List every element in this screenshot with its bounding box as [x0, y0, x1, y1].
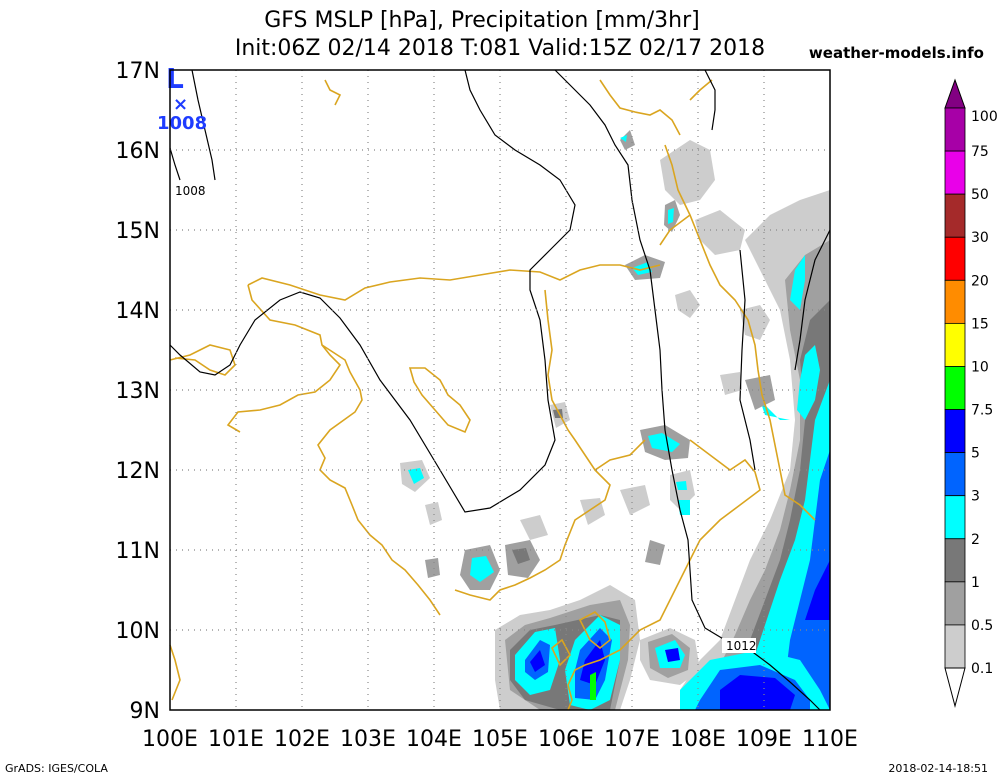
lat-label: 11N [116, 539, 160, 564]
legend-swatch [944, 538, 966, 583]
lat-label: 13N [116, 379, 160, 404]
legend-label: 10 [971, 359, 989, 375]
legend-label: 30 [971, 230, 989, 246]
legend-label: 1 [971, 575, 980, 591]
isobar-label-1008: 1008 [175, 184, 206, 198]
precipitation-layer [400, 130, 830, 710]
plot-border [169, 69, 831, 711]
latitude-labels: 17N 16N 15N 14N 13N 12N 11N 10N 9N [116, 59, 160, 724]
lon-label: 109E [736, 727, 792, 752]
legend-label: 0.1 [971, 661, 993, 677]
legend-label: 20 [971, 273, 989, 289]
site-label: weather-models.info [808, 44, 984, 62]
lon-label: 101E [208, 727, 264, 752]
isobar-labels: 1008 1012 [172, 183, 757, 653]
legend-swatch [944, 409, 966, 454]
legend-swatch [944, 366, 966, 410]
legend-swatch [944, 667, 966, 708]
footer-timestamp: 2018-02-14-18:51 [888, 762, 988, 775]
legend-label: 5 [971, 446, 980, 462]
legend-label: 100 [971, 109, 998, 125]
lat-label: 16N [116, 139, 160, 164]
legend-swatch [944, 624, 966, 669]
lat-label: 9N [130, 699, 160, 724]
legend-label: 50 [971, 187, 989, 203]
grid-lines [170, 70, 830, 710]
legend-swatch [944, 107, 966, 152]
lon-label: 102E [274, 727, 330, 752]
coastline-layer [169, 79, 816, 711]
footer-credit: GrADS: IGES/COLA [5, 762, 108, 775]
lon-label: 105E [472, 727, 528, 752]
lon-label: 106E [538, 727, 594, 752]
legend-swatch [944, 495, 966, 540]
longitude-labels: 100E 101E 102E 103E 104E 105E 106E 107E … [142, 727, 858, 752]
legend-swatch [944, 78, 966, 109]
precipitation-legend: 100 75 50 30 20 15 10 7.5 5 3 2 1 0.5 0.1 [944, 78, 998, 708]
lat-label: 10N [116, 619, 160, 644]
isobar-label-1012: 1012 [726, 639, 757, 653]
legend-label: 3 [971, 489, 980, 505]
lon-label: 104E [406, 727, 462, 752]
lon-label: 103E [340, 727, 396, 752]
legend-swatch [944, 150, 966, 195]
legend-swatch [944, 452, 966, 497]
lon-label: 100E [142, 727, 198, 752]
low-value: 1008 [157, 113, 207, 134]
lat-label: 17N [116, 59, 160, 84]
lat-label: 15N [116, 219, 160, 244]
legend-label: 0.5 [971, 618, 993, 634]
legend-label: 75 [971, 144, 989, 160]
legend-label: 7.5 [971, 403, 993, 419]
legend-swatch [944, 193, 966, 238]
lon-label: 108E [670, 727, 726, 752]
low-letter: L [166, 62, 184, 95]
lat-label: 12N [116, 459, 160, 484]
lon-label: 110E [802, 727, 858, 752]
legend-label: 2 [971, 532, 980, 548]
legend-swatch [944, 279, 966, 324]
legend-swatch [944, 236, 966, 281]
map-title-line2: Init:06Z 02/14 2018 T:081 Valid:15Z 02/1… [234, 36, 766, 61]
lat-label: 14N [116, 299, 160, 324]
legend-swatch [944, 581, 966, 626]
map-title-line1: GFS MSLP [hPa], Precipitation [mm/3hr] [264, 8, 700, 33]
legend-label: 15 [971, 316, 989, 332]
lon-label: 107E [604, 727, 660, 752]
legend-swatch [944, 322, 966, 367]
low-x-icon: × [173, 94, 188, 115]
